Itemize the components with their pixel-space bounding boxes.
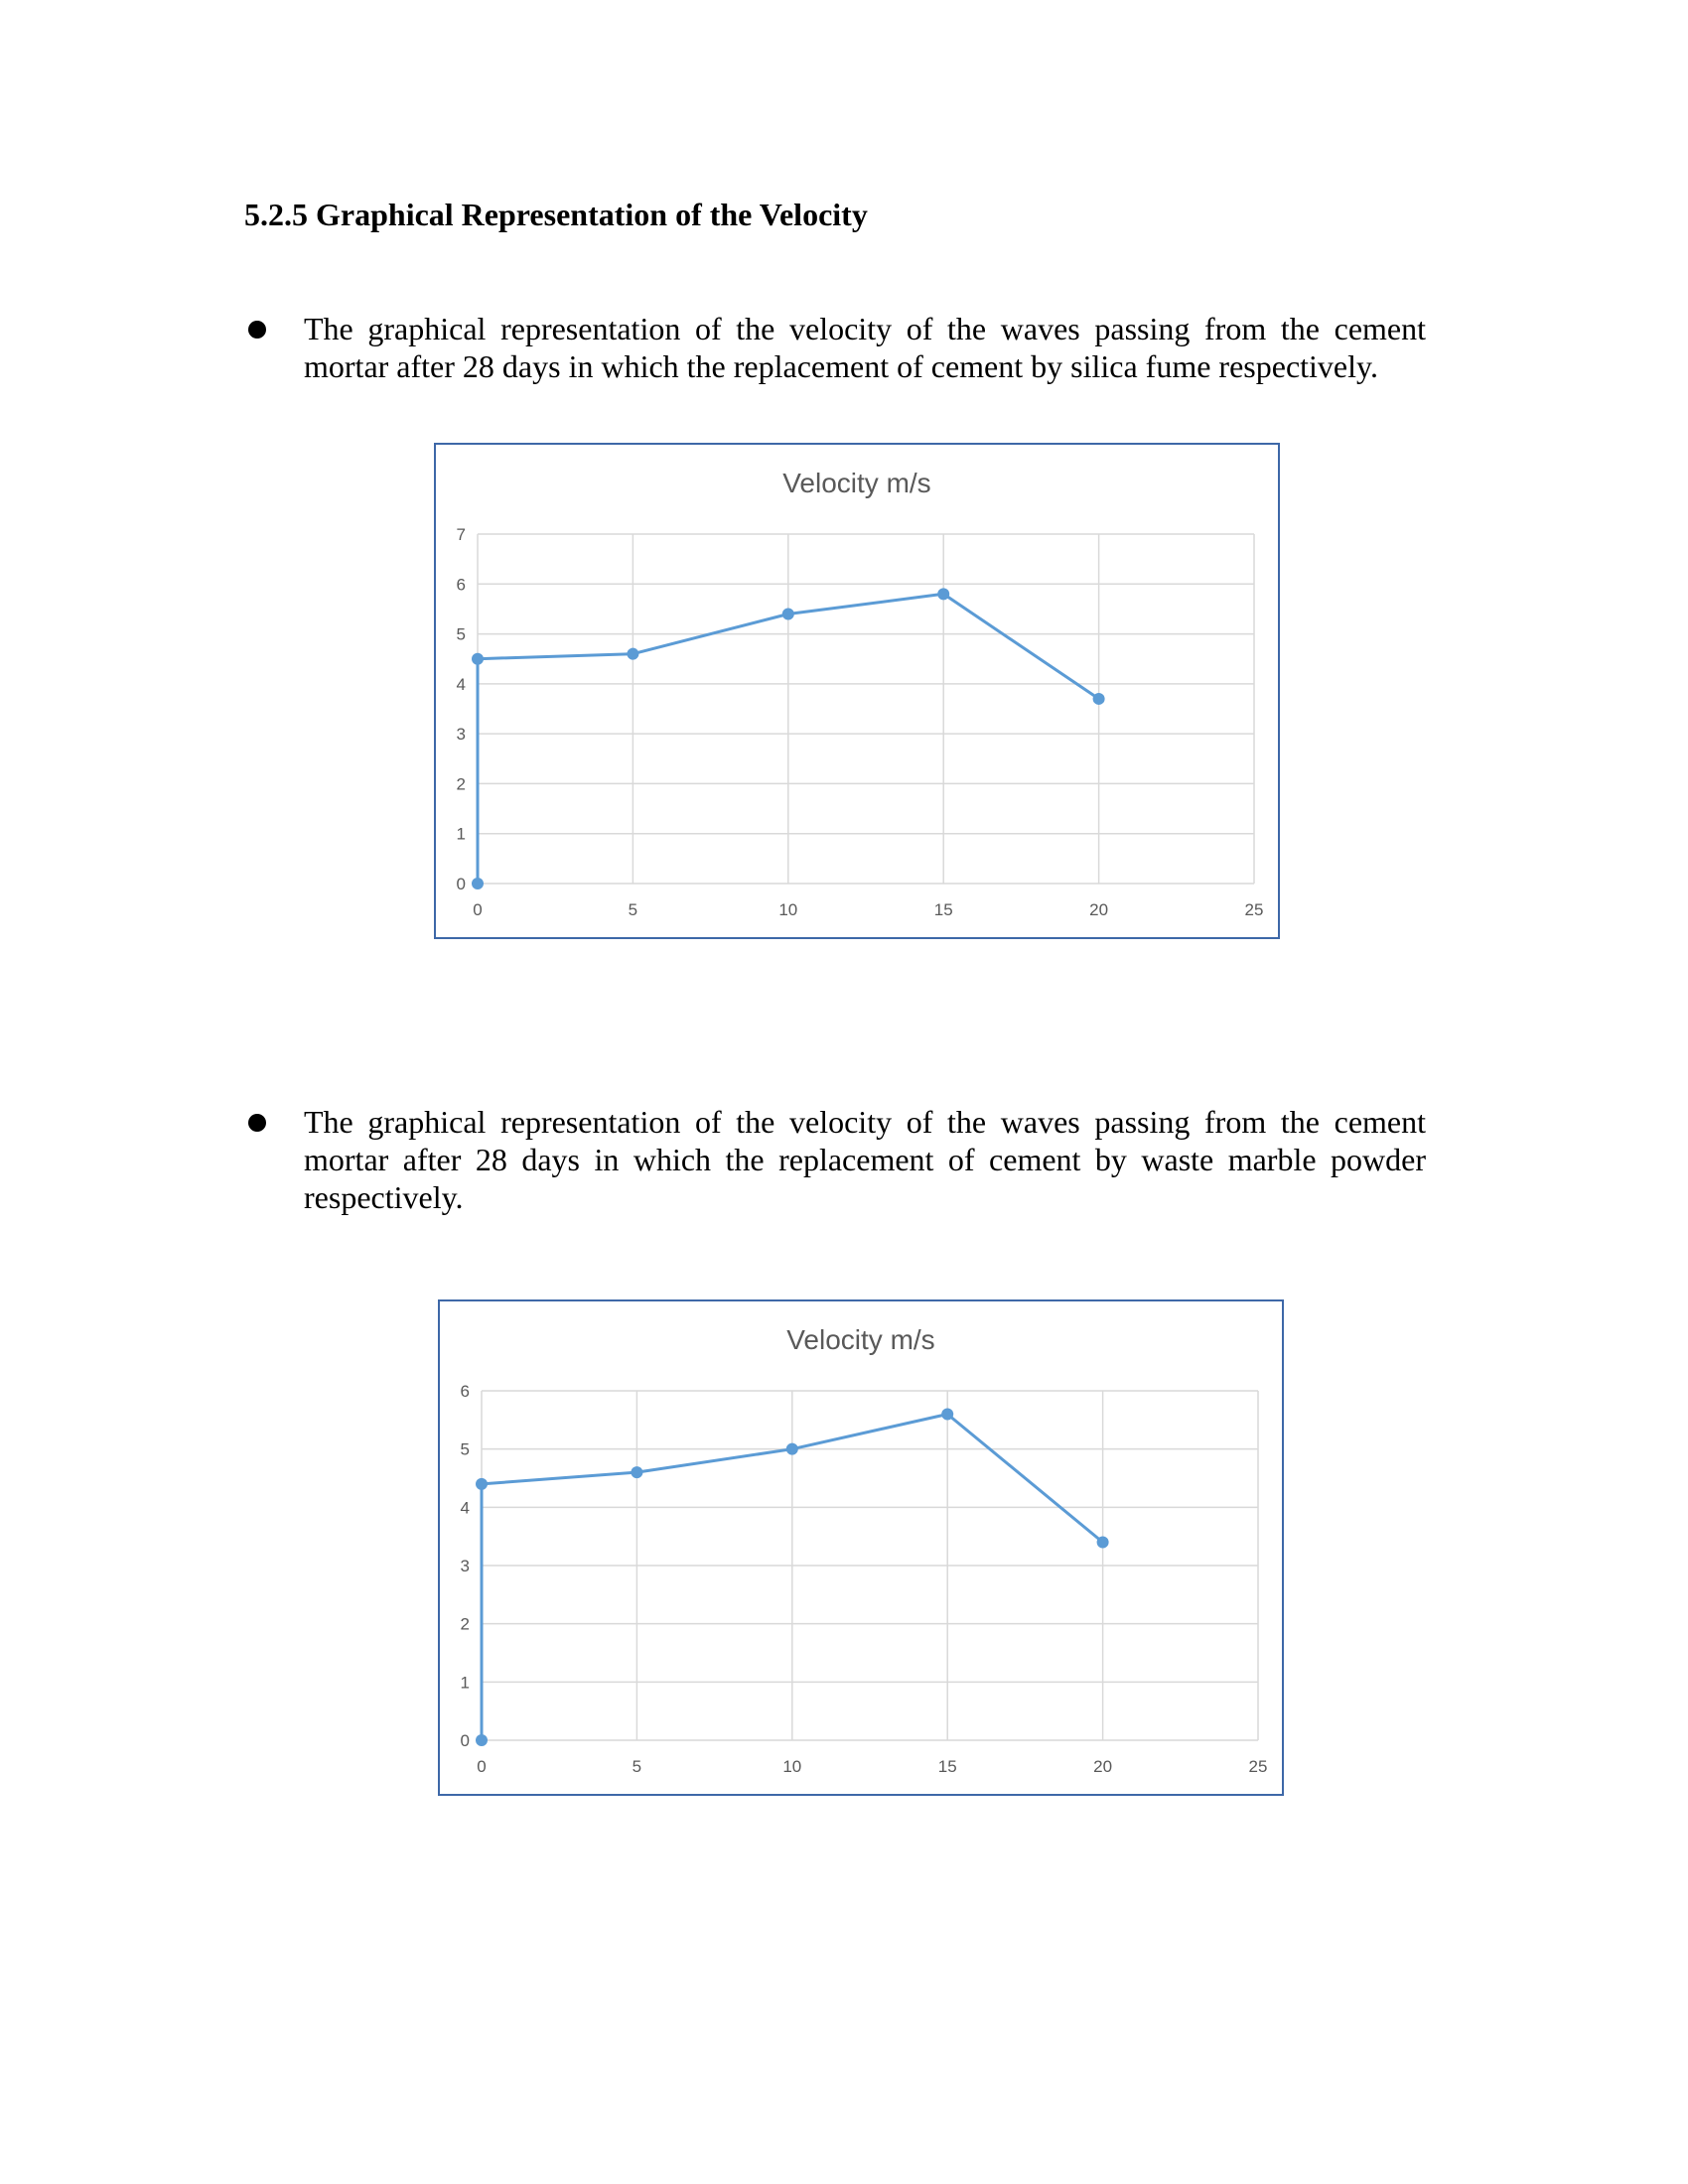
series-line — [480, 1413, 1104, 1740]
y-tick-label: 4 — [457, 675, 466, 694]
data-point — [937, 588, 950, 601]
x-tick-label: 5 — [633, 1757, 641, 1776]
data-point — [781, 608, 794, 620]
x-tick-label: 0 — [473, 900, 482, 919]
y-tick-label: 0 — [457, 875, 466, 893]
x-tick-label: 10 — [778, 900, 797, 919]
bullet-icon — [248, 321, 266, 339]
y-tick-label: 3 — [461, 1557, 470, 1575]
chart-svg: Velocity m/s 0 1 2 3 4 5 6 0 5 10 15 20 25 — [461, 1324, 1268, 1776]
y-tick-label: 2 — [461, 1615, 470, 1634]
x-tick-label: 25 — [1245, 900, 1264, 919]
x-tick-label: 10 — [782, 1757, 801, 1776]
x-tick-label: 20 — [1089, 900, 1108, 919]
series-line — [476, 592, 1100, 884]
data-point — [1096, 1536, 1109, 1549]
y-tick-label: 4 — [461, 1498, 470, 1517]
chart-title: Velocity m/s — [782, 468, 930, 498]
data-point — [1092, 692, 1105, 705]
y-tick-label: 5 — [461, 1440, 470, 1459]
y-tick-label: 2 — [457, 774, 466, 793]
data-point — [941, 1408, 954, 1421]
data-point — [476, 1477, 488, 1490]
data-point — [631, 1466, 643, 1479]
chart-svg: Velocity m/s 0 1 2 3 4 5 6 7 0 5 10 15 20 25 — [457, 468, 1264, 919]
y-tick-label: 6 — [461, 1382, 470, 1401]
data-point — [472, 878, 484, 889]
y-tick-label: 7 — [457, 525, 466, 544]
y-tick-label: 1 — [461, 1673, 470, 1692]
data-point — [627, 647, 639, 660]
x-tick-label: 5 — [629, 900, 637, 919]
bullet-text: The graphical representation of the velo… — [304, 1104, 1426, 1215]
data-point — [785, 1442, 798, 1455]
y-tick-label: 3 — [457, 725, 466, 744]
y-tick-label: 6 — [457, 575, 466, 594]
x-tick-label: 0 — [477, 1757, 486, 1776]
x-tick-label: 20 — [1093, 1757, 1112, 1776]
y-tick-label: 0 — [461, 1731, 470, 1750]
y-tick-label: 1 — [457, 825, 466, 844]
x-tick-label: 15 — [938, 1757, 957, 1776]
chart-title: Velocity m/s — [786, 1324, 934, 1355]
bullet-icon — [248, 1114, 266, 1132]
x-tick-label: 25 — [1249, 1757, 1268, 1776]
bullet-text: The graphical representation of the velo… — [304, 311, 1426, 384]
chart-silica-fume-velocity: Velocity m/s 0 1 2 3 4 5 6 7 0 5 10 15 20 25 — [434, 443, 1280, 939]
section-heading: 5.2.5 Graphical Representation of the Ve… — [244, 197, 868, 232]
chart-marble-powder-velocity: Velocity m/s 0 1 2 3 4 5 6 0 5 10 15 20 25 — [438, 1299, 1284, 1796]
x-tick-label: 15 — [934, 900, 953, 919]
data-point — [476, 1734, 488, 1746]
data-point — [472, 652, 484, 665]
y-tick-label: 5 — [457, 625, 466, 644]
